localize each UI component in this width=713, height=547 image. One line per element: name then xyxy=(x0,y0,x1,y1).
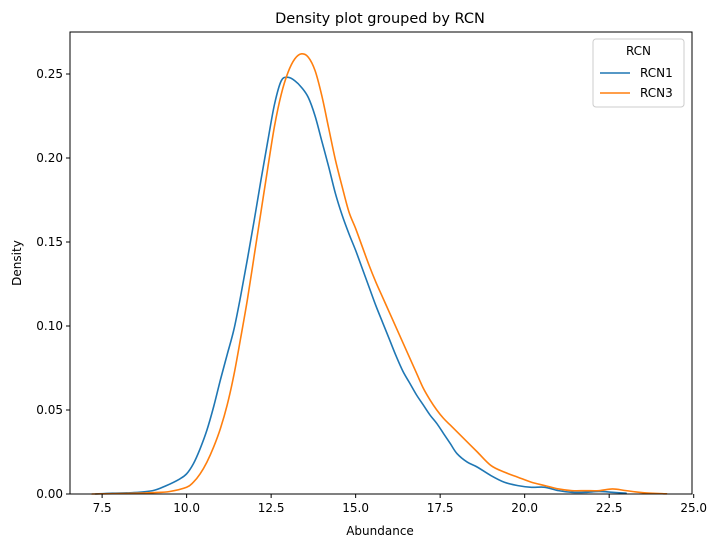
x-tick-label: 22.5 xyxy=(596,501,623,515)
x-tick-label: 15.0 xyxy=(342,501,369,515)
series-line-rcn3 xyxy=(91,52,668,495)
plot-lines xyxy=(91,52,668,495)
legend-title: RCN xyxy=(626,44,651,58)
x-axis: 7.5 10.0 12.5 15.0 17.5 20.0 22.5 25.0 xyxy=(93,494,707,515)
x-tick-label: 17.5 xyxy=(427,501,454,515)
x-tick-label: 25.0 xyxy=(680,501,707,515)
y-axis-label: Density xyxy=(10,240,24,286)
x-tick-label: 7.5 xyxy=(93,501,112,515)
legend-label-rcn1: RCN1 xyxy=(640,66,673,80)
y-tick-label: 0.15 xyxy=(36,235,63,249)
x-axis-label: Abundance xyxy=(346,524,414,538)
x-tick-label: 20.0 xyxy=(511,501,538,515)
plot-frame xyxy=(69,31,693,495)
y-tick-label: 0.25 xyxy=(36,67,63,81)
y-tick-label: 0.00 xyxy=(36,487,63,501)
y-tick-label: 0.10 xyxy=(36,319,63,333)
legend-label-rcn3: RCN3 xyxy=(640,86,673,100)
y-tick-label: 0.20 xyxy=(36,151,63,165)
y-tick-label: 0.05 xyxy=(36,403,63,417)
legend-box xyxy=(592,38,685,108)
x-tick-label: 12.5 xyxy=(258,501,285,515)
y-axis: 0.00 0.05 0.10 0.15 0.20 0.25 xyxy=(36,67,70,501)
legend: RCN RCN1 RCN3 xyxy=(592,38,685,108)
series-line-rcn1 xyxy=(94,76,627,495)
chart-title: Density plot grouped by RCN xyxy=(275,11,485,27)
x-tick-label: 10.0 xyxy=(173,501,200,515)
